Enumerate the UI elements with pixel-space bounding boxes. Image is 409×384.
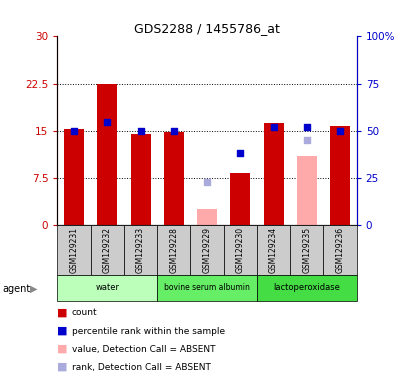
Text: GSM129232: GSM129232 [103, 227, 112, 273]
Bar [223, 225, 256, 275]
Text: water: water [95, 283, 119, 293]
Bar [256, 225, 290, 275]
Text: GSM129231: GSM129231 [70, 227, 79, 273]
Bar [90, 225, 124, 275]
Text: ■: ■ [57, 326, 68, 336]
Point [336, 127, 342, 134]
Bar [197, 209, 216, 225]
Text: GSM129230: GSM129230 [235, 227, 244, 273]
Text: GSM129228: GSM129228 [169, 227, 178, 273]
Point [137, 127, 144, 134]
Bar [329, 126, 349, 225]
Point [104, 119, 110, 126]
Text: GSM129235: GSM129235 [301, 227, 310, 273]
Point [303, 137, 309, 143]
Bar [64, 129, 84, 225]
Bar [57, 225, 90, 275]
Text: value, Detection Call = ABSENT: value, Detection Call = ABSENT [72, 344, 215, 354]
Bar [164, 132, 183, 225]
Bar [124, 225, 157, 275]
Text: ▶: ▶ [30, 284, 37, 294]
Bar [290, 225, 323, 275]
Bar [230, 172, 249, 225]
Text: count: count [72, 308, 97, 318]
Text: GSM129236: GSM129236 [335, 227, 344, 273]
Bar [57, 275, 157, 301]
Point [203, 179, 210, 185]
Text: ■: ■ [57, 344, 68, 354]
Point [270, 124, 276, 131]
Bar [157, 225, 190, 275]
Bar [130, 134, 150, 225]
Point [170, 127, 177, 134]
Point [303, 124, 309, 131]
Text: lactoperoxidase: lactoperoxidase [273, 283, 339, 293]
Bar [97, 84, 117, 225]
Text: GSM129233: GSM129233 [136, 227, 145, 273]
Text: GSM129234: GSM129234 [268, 227, 277, 273]
Text: ■: ■ [57, 362, 68, 372]
Bar [157, 275, 256, 301]
Point [71, 127, 77, 134]
Text: percentile rank within the sample: percentile rank within the sample [72, 326, 224, 336]
Bar [190, 225, 223, 275]
Text: agent: agent [2, 284, 30, 294]
Bar [263, 123, 283, 225]
Text: GSM129229: GSM129229 [202, 227, 211, 273]
Text: bovine serum albumin: bovine serum albumin [164, 283, 249, 293]
Bar [323, 225, 356, 275]
Text: rank, Detection Call = ABSENT: rank, Detection Call = ABSENT [72, 362, 210, 372]
Point [236, 149, 243, 156]
Title: GDS2288 / 1455786_at: GDS2288 / 1455786_at [134, 22, 279, 35]
Bar [256, 275, 356, 301]
Text: ■: ■ [57, 308, 68, 318]
Bar [296, 156, 316, 225]
